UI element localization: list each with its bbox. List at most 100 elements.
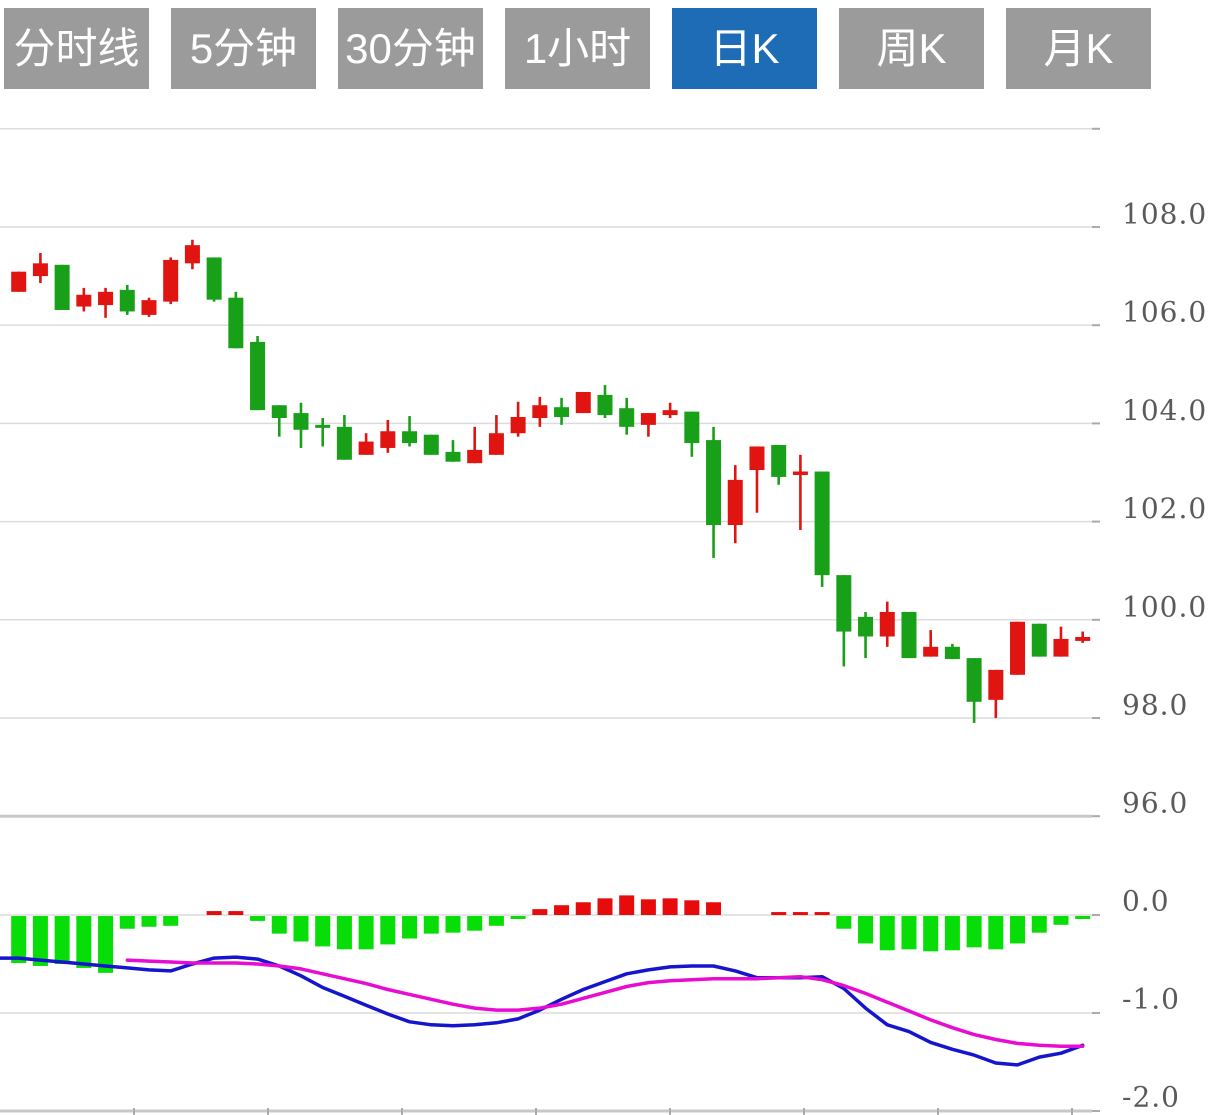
price-axis-label-108.0: 108.0 (1122, 198, 1207, 231)
macd-hist-bar-down (879, 916, 895, 951)
macd-gridline--2.0 (0, 1109, 1092, 1113)
candle-down (944, 646, 960, 660)
macd-hist-bar-up (640, 899, 656, 915)
candle-up (749, 446, 765, 471)
macd-hist-bar-up (619, 895, 635, 915)
price-axis-label-104.0: 104.0 (1122, 394, 1207, 427)
candle-down (966, 658, 982, 702)
candle-down (228, 297, 244, 349)
candle-up (1075, 636, 1091, 641)
price-gridline-104 (0, 422, 1092, 425)
candle-wick (799, 454, 802, 530)
macd-hist-bar-down (966, 916, 982, 948)
macd-hist-bar-down (336, 916, 352, 950)
price-gridline-102 (0, 520, 1092, 523)
macd-axis-tick-0.0 (1092, 914, 1100, 916)
candle-up (532, 405, 548, 418)
tab-period-3[interactable]: 1小时 (505, 8, 650, 89)
candle-wick (321, 417, 324, 447)
time-axis-tick (267, 1108, 269, 1115)
macd-hist-bar-down (1010, 916, 1026, 944)
macd-hist-bar-down (119, 916, 135, 929)
candle-up (575, 391, 591, 414)
macd-gridline--1.0 (0, 1012, 1092, 1014)
candle-down (858, 616, 874, 637)
candle-up (163, 259, 179, 302)
macd-hist-bar-up (814, 912, 830, 916)
candle-down (119, 289, 135, 312)
macd-hist-bar-up (662, 898, 678, 915)
macd-hist-bar-up (684, 900, 700, 915)
candle-up (141, 300, 157, 315)
time-axis-tick (937, 1108, 939, 1115)
macd-hist-bar-down (445, 916, 461, 933)
candle-up (510, 417, 526, 434)
candle-down (706, 440, 722, 526)
candle-up (792, 471, 808, 475)
macd-hist-bar-down (141, 916, 157, 927)
price-gridline-98 (0, 717, 1092, 719)
candle-down (619, 408, 635, 427)
macd-hist-bar-up (597, 898, 613, 915)
candle-up (640, 413, 656, 425)
candle-up (98, 291, 114, 306)
macd-hist-bar-down (988, 916, 1004, 950)
tab-period-0[interactable]: 分时线 (4, 8, 149, 89)
period-tab-bar: 分时线 5分钟 30分钟 1小时 日K 周K 月K (4, 8, 1151, 89)
macd-hist-bar-down (423, 916, 439, 934)
tab-period-6[interactable]: 月K (1006, 8, 1151, 89)
price-gridline-106 (0, 324, 1092, 326)
time-axis-tick (535, 1108, 537, 1115)
macd-hist-bar-down (488, 916, 504, 926)
time-axis-tick (803, 1108, 805, 1115)
candle-up (32, 263, 48, 277)
candle-up (988, 669, 1004, 700)
macd-hist-bar-up (206, 911, 222, 915)
macd-hist-bar-down (836, 916, 852, 929)
macd-hist-bar-down (510, 916, 526, 919)
candle-up (879, 611, 895, 637)
candle-down (423, 434, 439, 455)
candle-down (315, 424, 331, 428)
candle-down (445, 451, 461, 462)
price-gridline-100 (0, 619, 1092, 621)
macd-hist-bar-down (1075, 916, 1091, 919)
candle-down (684, 411, 700, 444)
candle-up (727, 479, 743, 526)
price-axis-tick-110 (1092, 127, 1100, 130)
time-axis-tick (401, 1108, 403, 1115)
price-axis-tick-96 (1092, 815, 1100, 818)
macd-hist-bar-up (771, 912, 787, 916)
macd-hist-bar-down (32, 916, 48, 966)
candle-wick (408, 416, 411, 447)
candle-up (1053, 638, 1069, 657)
tab-period-2[interactable]: 30分钟 (338, 8, 483, 89)
macd-hist-bar-down (358, 916, 374, 950)
macd-axis-tick--2.0 (1092, 1110, 1100, 1112)
candle-wick (755, 446, 759, 513)
macd-hist-bar-down (315, 916, 331, 947)
candle-up (923, 646, 939, 657)
candle-up (358, 441, 374, 455)
tab-period-1[interactable]: 5分钟 (171, 8, 316, 89)
macd-hist-bar-down (380, 916, 396, 945)
time-axis-tick (133, 1108, 135, 1115)
macd-hist-bar-down (250, 916, 266, 921)
candle-up (76, 294, 92, 307)
time-axis-tick (1071, 1108, 1073, 1115)
candle-wick (451, 440, 455, 462)
macd-axis-label--2.0: -2.0 (1122, 1081, 1180, 1114)
candle-down (1031, 623, 1047, 657)
macd-hist-bar-up (706, 902, 722, 915)
price-gridline-110 (0, 128, 1092, 130)
candle-up (662, 410, 678, 416)
macd-hist-bar-down (54, 916, 70, 965)
candle-down (54, 264, 70, 310)
macd-hist-bar-up (554, 905, 570, 915)
macd-hist-bar-up (792, 912, 808, 916)
price-axis-tick-102 (1092, 520, 1100, 523)
tab-period-5[interactable]: 周K (839, 8, 984, 89)
macd-axis-label-0.0: 0.0 (1122, 885, 1170, 918)
tab-period-4-active[interactable]: 日K (672, 8, 817, 89)
candle-down (206, 257, 222, 300)
